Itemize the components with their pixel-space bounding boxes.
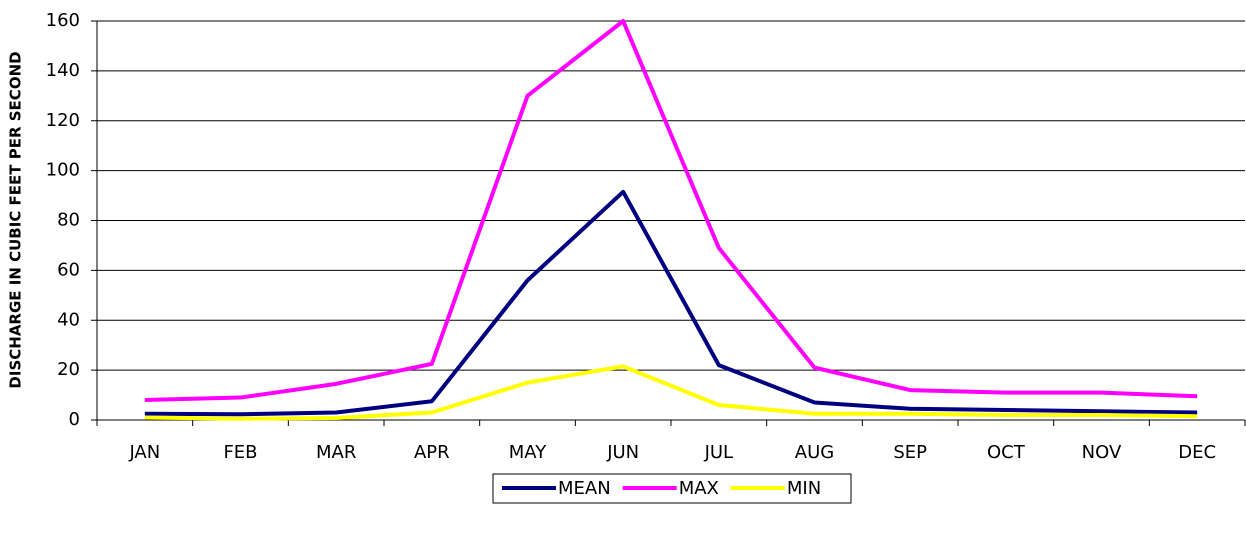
x-tick-label: OCT <box>987 442 1026 463</box>
x-tick-label: MAR <box>316 442 356 463</box>
x-tick-label: MAY <box>509 442 547 463</box>
series-line <box>144 364 1198 421</box>
y-tick-label: 80 <box>57 210 80 231</box>
x-tick-label: JUN <box>606 442 639 463</box>
y-tick-label: 20 <box>57 359 80 380</box>
x-tick-label: FEB <box>223 442 257 463</box>
x-tick-label: JUL <box>704 442 734 463</box>
x-tick-label: DEC <box>1178 442 1216 463</box>
x-tick-label: SEP <box>893 442 927 463</box>
x-tick-label: NOV <box>1082 442 1122 463</box>
x-tick-label: AUG <box>795 442 834 463</box>
y-tick-label: 100 <box>46 160 80 181</box>
y-tick-label: 0 <box>69 409 80 430</box>
legend-label: MEAN <box>558 478 611 499</box>
x-tick-label: APR <box>414 442 450 463</box>
y-tick-label: 140 <box>46 60 80 81</box>
y-tick-label: 40 <box>57 309 80 330</box>
legend-label: MIN <box>787 478 821 499</box>
series-line <box>144 189 1198 417</box>
series-line <box>144 19 1198 403</box>
y-axis-label: DISCHARGE IN CUBIC FEET PER SECOND <box>7 51 25 388</box>
x-tick-label: JAN <box>128 442 160 463</box>
y-tick-label: 120 <box>46 110 80 131</box>
y-tick-label: 160 <box>46 10 80 31</box>
legend-label: MAX <box>679 478 719 499</box>
y-tick-label: 60 <box>57 259 80 280</box>
